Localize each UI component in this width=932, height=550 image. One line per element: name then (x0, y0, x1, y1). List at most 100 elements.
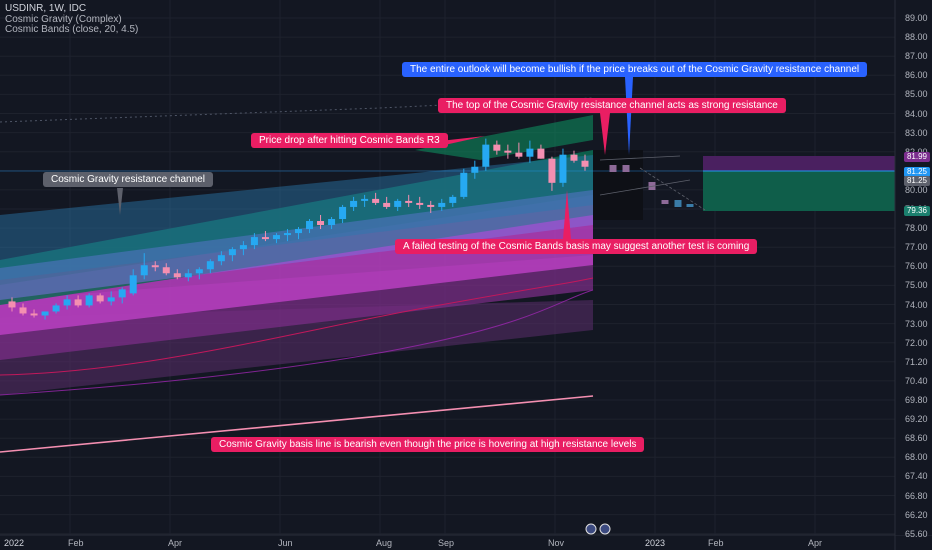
candle-body (41, 311, 49, 316)
candle-body (151, 265, 159, 268)
candle-body (504, 150, 512, 153)
candle-body (63, 299, 71, 306)
forecast-path (639, 167, 706, 211)
price-tick-label: 78.00 (905, 223, 928, 234)
forecast-candle (686, 204, 694, 207)
price-tick-label: 76.00 (905, 261, 928, 272)
forecast-arrow (599, 155, 681, 161)
candle-body (162, 267, 170, 274)
forecast-candle (622, 165, 630, 172)
candle-body (74, 299, 82, 306)
price-tick-label: 89.00 (905, 13, 928, 23)
candle-body (184, 273, 192, 278)
forecast-candle (674, 200, 682, 207)
price-tick-label: 86.00 (905, 70, 928, 81)
candle-body (85, 295, 93, 306)
candle-body (317, 221, 325, 226)
price-tick-label: 66.20 (905, 509, 928, 520)
resistance-channel (0, 155, 593, 280)
callout-bullish: The entire outlook will become bullish i… (402, 62, 868, 77)
price-tag: 79.36 (903, 206, 930, 216)
price-tick-label: 71.20 (905, 356, 928, 367)
price-tick-label: 85.00 (905, 89, 928, 100)
pointer (117, 188, 123, 215)
forecast-candle (609, 165, 617, 172)
price-tick-label: 72.00 (905, 337, 928, 348)
candle-body (515, 152, 523, 157)
candle-body (548, 158, 556, 183)
price-tick-label: 69.20 (905, 414, 928, 425)
price-tick-label: 84.00 (905, 108, 928, 119)
price-tick-label: 83.00 (905, 127, 928, 138)
candle-body (537, 148, 545, 159)
candle-body (250, 237, 258, 246)
candle-body (295, 229, 302, 234)
time-tick-label: Nov (548, 538, 565, 548)
candle-body (228, 249, 236, 256)
candle-body (96, 295, 104, 302)
candle-body (8, 301, 16, 308)
candle-body (394, 200, 402, 207)
price-axis-bg (895, 0, 932, 535)
symbol-title: USDINR, 1W, IDC (5, 3, 87, 14)
candle-body (350, 200, 358, 207)
candle-body (383, 202, 391, 207)
candle-body (19, 307, 27, 314)
candle-body (129, 275, 137, 294)
candle-body (438, 202, 446, 207)
candle-body (482, 144, 490, 167)
indicator-1-label: Cosmic Gravity (Complex) (5, 14, 122, 25)
price-tick-label: 87.00 (905, 51, 928, 62)
candle-body (206, 261, 214, 270)
time-tick-label: Feb (68, 538, 84, 548)
pointer (563, 190, 571, 239)
price-tick-label: 70.40 (905, 375, 928, 386)
callout-failed-test: A failed testing of the Cosmic Bands bas… (395, 239, 758, 254)
price-tick-label: 69.80 (905, 395, 928, 405)
candle-body (416, 202, 424, 205)
price-tick-label: 88.00 (905, 32, 928, 43)
target-box-purple (703, 156, 895, 171)
candle-body (427, 204, 435, 207)
candle-body (449, 196, 457, 203)
candle-body (471, 166, 479, 173)
candle-body (195, 269, 203, 274)
band-line-lowest (0, 289, 594, 396)
callout-price-drop: Price drop after hitting Cosmic Bands R3 (251, 133, 448, 148)
candle-body (361, 198, 369, 201)
time-tick-label: 2022 (4, 538, 25, 548)
pointer (440, 136, 485, 146)
candle-body (559, 154, 567, 183)
pointer (600, 113, 610, 155)
basis-line (0, 395, 594, 453)
price-tick-label: 73.00 (905, 318, 928, 329)
price-tick-label: 68.60 (905, 433, 928, 444)
target-box-green (703, 171, 895, 211)
price-tick-label: 82.00 (905, 147, 928, 157)
forecast-arrow (599, 179, 691, 196)
event-flag-icon (585, 523, 597, 535)
price-tag: 81.25 (903, 176, 930, 186)
candle-body (283, 233, 291, 236)
candle-body (107, 297, 115, 302)
forecast-area (593, 150, 643, 220)
candle-body (372, 198, 380, 203)
time-axis-bg (0, 535, 932, 550)
candle-body (405, 200, 413, 203)
candle-body (460, 172, 468, 197)
price-tick-label: 68.00 (905, 452, 928, 463)
price-tag: 81.25 (903, 167, 930, 177)
candle-body (339, 206, 347, 219)
time-tick-label: Apr (808, 538, 823, 548)
indicator-2-label: Cosmic Bands (close, 20, 4.5) (5, 24, 139, 35)
event-flag-icon (599, 523, 611, 535)
price-tag: 81.99 (903, 152, 930, 162)
price-tick-label: 65.60 (905, 528, 928, 539)
candle-body (52, 305, 60, 312)
candle-body (493, 144, 501, 151)
callout-resistance-channel: Cosmic Gravity resistance channel (43, 172, 213, 187)
candle-body (140, 265, 148, 276)
time-tick-label: Aug (376, 538, 393, 548)
time-tick-label: Feb (708, 538, 724, 548)
